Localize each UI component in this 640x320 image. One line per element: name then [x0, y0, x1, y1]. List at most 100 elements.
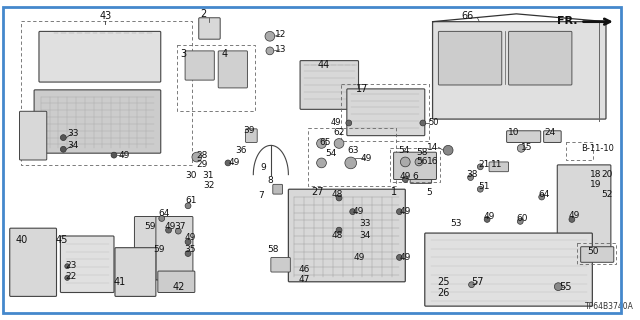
Circle shape — [266, 47, 274, 55]
Text: 49: 49 — [228, 158, 239, 167]
Text: 64: 64 — [158, 209, 170, 218]
Circle shape — [420, 120, 426, 126]
Text: 6: 6 — [412, 172, 418, 181]
Text: 25: 25 — [437, 277, 449, 287]
Circle shape — [185, 239, 191, 245]
Circle shape — [349, 209, 356, 214]
FancyBboxPatch shape — [580, 247, 614, 262]
FancyBboxPatch shape — [438, 31, 502, 85]
Text: 18: 18 — [589, 170, 601, 179]
FancyBboxPatch shape — [10, 228, 56, 296]
Text: 20: 20 — [601, 170, 612, 179]
FancyBboxPatch shape — [289, 189, 405, 282]
Bar — [566, 142, 593, 160]
Circle shape — [397, 254, 403, 260]
Text: 49: 49 — [354, 253, 365, 262]
FancyBboxPatch shape — [489, 162, 509, 172]
Text: 64: 64 — [538, 189, 549, 199]
FancyBboxPatch shape — [543, 131, 561, 142]
Text: 2: 2 — [200, 9, 207, 19]
FancyBboxPatch shape — [507, 131, 541, 142]
Text: 3: 3 — [180, 49, 186, 59]
Bar — [308, 128, 396, 186]
FancyBboxPatch shape — [273, 184, 282, 194]
Circle shape — [468, 282, 474, 288]
Text: 56: 56 — [416, 157, 428, 166]
Bar — [390, 148, 440, 182]
Circle shape — [159, 216, 164, 221]
Text: 57: 57 — [471, 277, 484, 287]
Bar — [577, 243, 616, 264]
Text: 35: 35 — [184, 245, 196, 254]
Text: 49: 49 — [360, 154, 372, 163]
Text: 55: 55 — [559, 282, 572, 292]
Circle shape — [444, 145, 453, 155]
Text: TP64B3740A: TP64B3740A — [584, 302, 634, 311]
Text: 66: 66 — [461, 11, 474, 21]
Text: 17: 17 — [356, 84, 369, 94]
Circle shape — [477, 164, 483, 170]
Text: 48: 48 — [332, 189, 343, 199]
Text: 50: 50 — [429, 118, 439, 127]
Circle shape — [397, 209, 403, 214]
Text: 31: 31 — [203, 171, 214, 180]
Text: 19: 19 — [589, 180, 601, 189]
Text: 1: 1 — [390, 187, 397, 197]
FancyBboxPatch shape — [115, 248, 156, 296]
Circle shape — [225, 160, 231, 166]
Circle shape — [336, 227, 342, 233]
Text: 27: 27 — [311, 187, 324, 197]
Text: 49: 49 — [330, 118, 341, 127]
Text: 32: 32 — [203, 181, 214, 190]
FancyBboxPatch shape — [218, 51, 248, 88]
Text: 14: 14 — [427, 143, 438, 152]
Text: 37: 37 — [175, 222, 186, 231]
FancyBboxPatch shape — [347, 89, 425, 136]
Text: 4: 4 — [222, 49, 228, 59]
Text: B-11-10: B-11-10 — [580, 144, 614, 153]
FancyBboxPatch shape — [199, 18, 220, 39]
Text: 47: 47 — [298, 275, 310, 284]
Circle shape — [517, 219, 523, 224]
Text: 59: 59 — [144, 222, 156, 231]
Text: 7: 7 — [258, 191, 264, 200]
Text: 52: 52 — [601, 189, 612, 199]
FancyBboxPatch shape — [557, 165, 611, 257]
Text: 54: 54 — [399, 146, 410, 155]
Text: 16: 16 — [427, 157, 438, 166]
Circle shape — [477, 186, 483, 192]
Circle shape — [185, 203, 191, 209]
Circle shape — [345, 157, 356, 169]
Text: 24: 24 — [545, 128, 556, 137]
Text: 13: 13 — [275, 45, 286, 54]
FancyBboxPatch shape — [509, 31, 572, 85]
Text: 48: 48 — [332, 230, 343, 239]
Circle shape — [60, 135, 67, 140]
FancyBboxPatch shape — [394, 152, 436, 180]
Text: 33: 33 — [360, 219, 371, 228]
Text: 11: 11 — [491, 160, 502, 169]
Circle shape — [468, 175, 474, 180]
FancyBboxPatch shape — [34, 90, 161, 153]
FancyBboxPatch shape — [60, 236, 114, 292]
Text: 49: 49 — [165, 222, 176, 231]
Circle shape — [60, 146, 67, 152]
Text: 63: 63 — [347, 146, 358, 155]
Text: 38: 38 — [467, 170, 478, 179]
Circle shape — [401, 157, 410, 167]
Text: 54: 54 — [326, 149, 337, 158]
Text: 49: 49 — [483, 212, 495, 221]
Text: 10: 10 — [508, 128, 519, 137]
Text: 33: 33 — [67, 129, 79, 138]
FancyBboxPatch shape — [300, 60, 358, 109]
Text: 49: 49 — [399, 207, 411, 216]
Circle shape — [484, 217, 490, 222]
Text: 34: 34 — [360, 230, 371, 239]
Text: 41: 41 — [114, 277, 126, 287]
Circle shape — [166, 227, 172, 233]
Text: 23: 23 — [65, 261, 77, 270]
Text: 39: 39 — [244, 126, 255, 135]
Text: 60: 60 — [516, 214, 528, 223]
FancyBboxPatch shape — [158, 271, 195, 292]
Circle shape — [336, 195, 342, 201]
